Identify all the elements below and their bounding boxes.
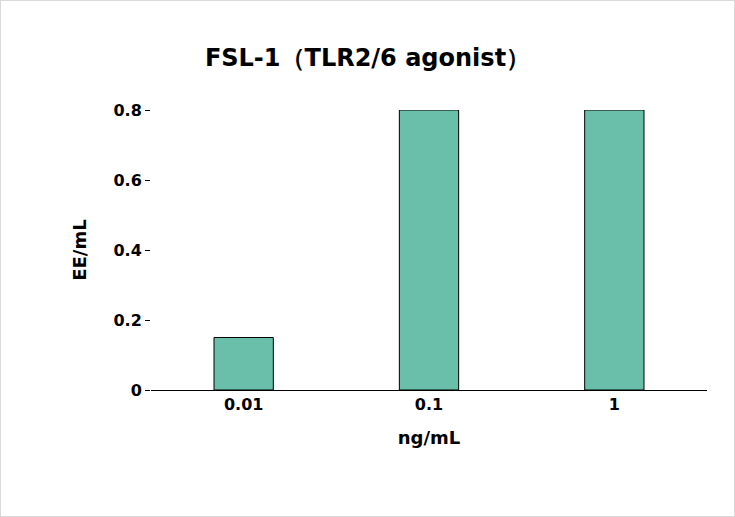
svg-text:0.4: 0.4 bbox=[113, 241, 141, 260]
svg-text:0.01: 0.01 bbox=[224, 395, 263, 414]
svg-text:1: 1 bbox=[609, 395, 620, 414]
svg-text:0.8: 0.8 bbox=[113, 101, 141, 120]
svg-text:0.6: 0.6 bbox=[113, 171, 141, 190]
svg-text:0.1: 0.1 bbox=[415, 395, 443, 414]
svg-text:0: 0 bbox=[131, 381, 142, 400]
svg-text:0.2: 0.2 bbox=[113, 311, 141, 330]
svg-text:ng/mL: ng/mL bbox=[398, 427, 461, 448]
svg-text:FSL-1（TLR2/6 agonist）: FSL-1（TLR2/6 agonist） bbox=[205, 44, 530, 72]
svg-text:EE/mL: EE/mL bbox=[69, 219, 90, 280]
